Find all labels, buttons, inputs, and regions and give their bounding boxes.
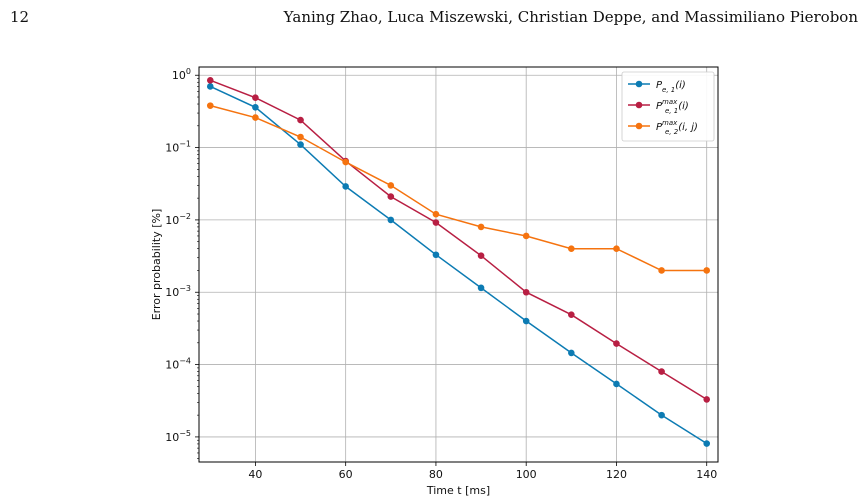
data-point-pe2max	[252, 114, 259, 121]
data-point-pe2max	[477, 223, 485, 231]
data-point-pe1	[568, 349, 575, 357]
data-point-pe1max	[703, 396, 711, 403]
x-tick-label: 40	[248, 468, 262, 481]
data-point-pe1max	[568, 311, 575, 318]
x-axis-label: Time t [ms]	[426, 484, 490, 497]
y-tick-label: 10−4	[165, 357, 191, 372]
data-point-pe2max	[703, 267, 711, 274]
data-point-pe1	[342, 183, 349, 190]
data-point-pe1max	[206, 77, 214, 84]
page-number: 12	[10, 8, 30, 26]
series-pe1	[206, 83, 711, 447]
series-line-pe2max	[210, 104, 707, 272]
x-tick-label: 80	[429, 468, 443, 481]
legend-swatch-marker	[635, 101, 643, 109]
y-tick-label: 100	[172, 67, 191, 82]
x-tick-label: 120	[606, 468, 627, 481]
data-point-pe1	[206, 83, 214, 90]
data-point-pe2max	[342, 158, 349, 166]
y-tick-label: 10−1	[165, 140, 191, 155]
data-point-pe1	[613, 380, 620, 388]
data-point-pe1max	[658, 368, 665, 375]
data-point-pe1	[387, 216, 395, 224]
data-point-pe1max	[522, 288, 530, 296]
data-point-pe1	[432, 251, 440, 259]
legend-swatch-marker	[635, 122, 643, 130]
series-pe2max	[206, 102, 711, 274]
series-layer	[206, 77, 711, 447]
page-header: 12 Yaning Zhao, Luca Miszewski, Christia…	[0, 0, 868, 40]
data-point-pe1	[252, 104, 259, 111]
series-line-pe1	[209, 85, 708, 445]
legend-swatch-marker	[635, 80, 643, 88]
legend-label: Pe, 1(i)	[656, 80, 686, 94]
data-point-pe2max	[432, 210, 440, 218]
data-point-pe2max	[387, 182, 395, 189]
running-head: Yaning Zhao, Luca Miszewski, Christian D…	[283, 8, 858, 26]
data-point-pe1	[703, 440, 711, 447]
legend-box	[621, 71, 715, 142]
data-point-pe2max	[522, 232, 530, 240]
x-tick-label: 60	[339, 468, 353, 481]
data-point-pe2max	[658, 267, 665, 274]
legend-label: Pmax e, 2(i, j)	[656, 119, 698, 136]
series-line-pe1max	[210, 79, 708, 401]
data-point-pe1	[658, 411, 665, 419]
data-point-pe2max	[568, 245, 575, 252]
data-point-pe1max	[252, 94, 259, 101]
y-tick-label: 10−5	[165, 429, 191, 444]
data-point-pe1max	[387, 193, 395, 200]
data-point-pe1max	[477, 252, 485, 260]
data-point-pe2max	[206, 102, 214, 109]
series-pe1max	[206, 77, 711, 403]
data-point-pe2max	[613, 245, 620, 252]
data-point-pe1	[477, 284, 485, 292]
data-point-pe1max	[432, 219, 440, 226]
legend-label: Pmax e, 1(i)	[656, 98, 689, 115]
data-point-pe2max	[297, 133, 304, 141]
x-tick-label: 100	[516, 468, 537, 481]
y-tick-label: 10−3	[165, 284, 191, 299]
data-point-pe1	[522, 317, 530, 325]
ticks: 40 60 80 100 120 140 100 10−1 10−2 10−3 10−4 10−5	[165, 67, 717, 481]
data-point-pe1max	[297, 116, 304, 124]
y-tick-label: 10−2	[165, 212, 191, 227]
plot-frame	[198, 66, 719, 463]
data-point-pe1	[297, 141, 304, 148]
x-tick-label: 140	[696, 468, 717, 481]
y-axis-label: Error probability [%]	[150, 209, 163, 321]
data-point-pe1max	[613, 340, 620, 347]
legend: Pe, 1(i) Pmax e, 1(i) Pmax e, 2(i, j)	[621, 71, 715, 142]
